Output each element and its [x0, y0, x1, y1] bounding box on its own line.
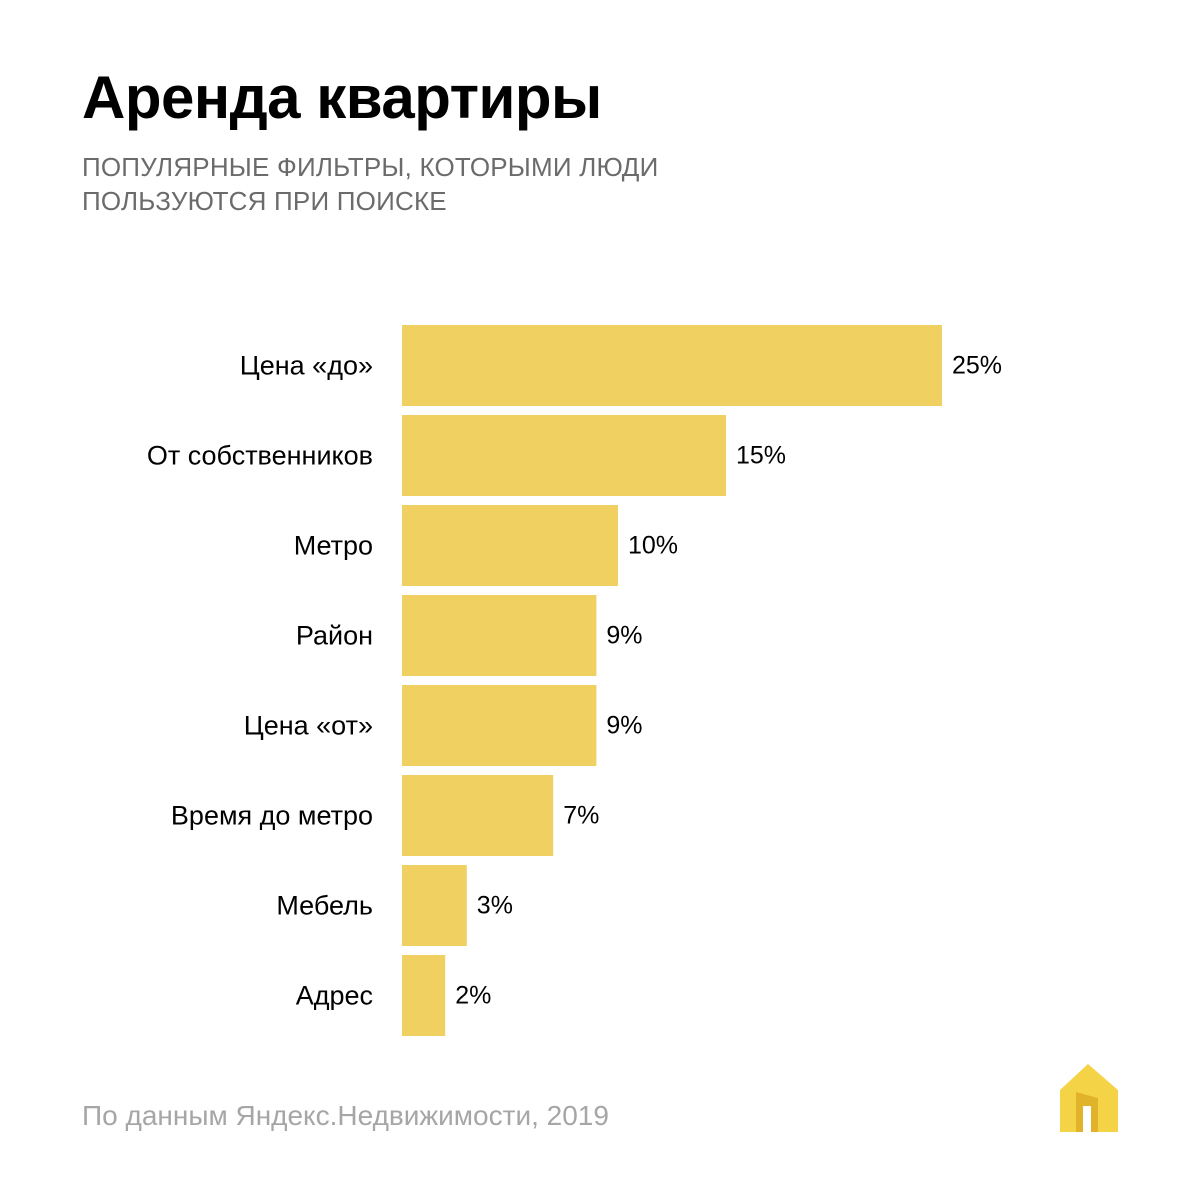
category-label: Метро: [294, 531, 373, 561]
value-label: 10%: [628, 532, 678, 560]
category-label: Район: [296, 621, 373, 651]
value-label: 7%: [563, 802, 599, 830]
bar-chart: Цена «до» 25% От собственников 15% Метро 10% Р…: [147, 325, 1002, 1036]
source-note: По данным Яндекс.Недвижимости, 2019: [82, 1100, 609, 1131]
bar: [402, 595, 597, 676]
bar: [402, 415, 726, 496]
chart-title: Аренда квартиры: [82, 64, 602, 131]
value-label: 3%: [477, 892, 513, 920]
category-label: Адрес: [296, 981, 373, 1011]
category-label: Цена «до»: [240, 351, 373, 381]
bar: [402, 505, 618, 586]
chart-subtitle: ПОПУЛЯРНЫЕ ФИЛЬТРЫ, КОТОРЫМИ ЛЮДИ ПОЛЬЗУ…: [82, 150, 658, 218]
bar: [402, 775, 554, 856]
bar: [402, 955, 446, 1036]
bar: [402, 325, 942, 406]
value-label: 9%: [606, 622, 642, 650]
subtitle-line: ПОПУЛЯРНЫЕ ФИЛЬТРЫ, КОТОРЫМИ ЛЮДИ: [82, 152, 659, 182]
house-icon-gap: [1083, 1106, 1091, 1132]
category-label: Мебель: [276, 891, 373, 921]
bar: [402, 865, 467, 946]
value-label: 9%: [606, 712, 642, 740]
bar: [402, 685, 597, 766]
value-label: 25%: [952, 352, 1002, 380]
category-label: Время до метро: [171, 801, 373, 831]
house-icon: [1060, 1064, 1118, 1132]
value-label: 15%: [736, 442, 786, 470]
value-label: 2%: [455, 982, 491, 1010]
category-label: Цена «от»: [244, 711, 373, 741]
subtitle-line: ПОЛЬЗУЮТСЯ ПРИ ПОИСКЕ: [82, 186, 447, 216]
category-label: От собственников: [147, 441, 373, 471]
